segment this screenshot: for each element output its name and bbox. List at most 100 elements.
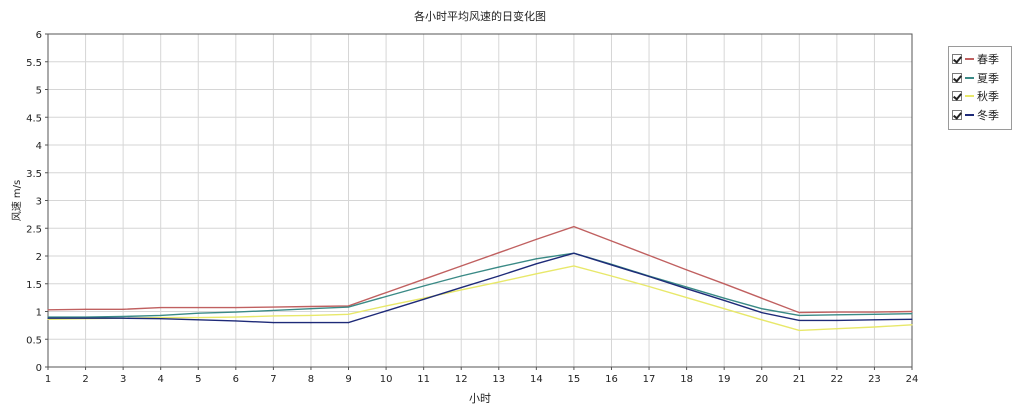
y-tick-label: 3.5 (26, 169, 42, 180)
data-point (761, 312, 763, 314)
x-tick-label: 2 (82, 374, 88, 385)
data-point (648, 275, 650, 278)
legend-color-swatch (965, 76, 974, 79)
x-tick-label: 8 (308, 374, 314, 385)
data-point (385, 310, 387, 312)
x-tick-label: 5 (195, 374, 201, 385)
data-point (385, 292, 387, 294)
data-point (160, 318, 162, 320)
data-point (498, 281, 500, 283)
x-tick-label: 20 (755, 374, 768, 385)
series-line-夏季 (48, 252, 913, 318)
y-tick-label: 4.5 (26, 113, 42, 124)
data-point (160, 307, 162, 309)
legend-checkbox[interactable] (952, 91, 962, 102)
data-point (160, 314, 162, 316)
x-tick-label: 3 (120, 374, 126, 385)
data-point (272, 322, 274, 324)
data-point (122, 308, 124, 310)
data-point (798, 329, 800, 331)
x-tick-label: 4 (158, 374, 164, 385)
data-point (84, 308, 87, 310)
data-point (761, 308, 763, 310)
data-point (310, 308, 312, 310)
data-point (385, 295, 387, 298)
data-point (47, 317, 49, 319)
data-point (310, 322, 312, 324)
data-point (761, 319, 763, 321)
data-point (610, 264, 613, 266)
data-point (498, 266, 500, 268)
data-point (84, 316, 87, 318)
x-tick-label: 12 (455, 374, 468, 385)
data-point (197, 312, 199, 314)
data-point (686, 286, 688, 288)
data-point (723, 299, 725, 301)
data-point (498, 252, 500, 254)
legend-item[interactable]: 夏季 (952, 69, 1008, 88)
data-point (535, 238, 537, 240)
legend-checkbox[interactable] (952, 109, 962, 120)
x-tick-label: 9 (345, 374, 351, 385)
legend-label: 春季 (977, 53, 999, 67)
legend-checkbox[interactable] (952, 72, 962, 83)
data-point (873, 319, 876, 321)
data-point (911, 324, 913, 326)
data-point (235, 307, 237, 309)
x-tick-label: 18 (680, 374, 693, 385)
data-point (423, 298, 425, 300)
data-point (798, 312, 800, 314)
data-point (423, 278, 425, 280)
x-tick-label: 17 (643, 374, 656, 385)
data-point (235, 311, 237, 313)
data-point (911, 318, 913, 320)
data-point (235, 320, 237, 322)
data-point (648, 285, 650, 288)
data-point (686, 269, 688, 271)
y-axis-label: 风速 m/s (11, 180, 23, 222)
data-point (47, 309, 49, 311)
legend-color-swatch (965, 58, 974, 61)
x-axis-label: 小时 (469, 392, 491, 405)
series-line-春季 (47, 225, 913, 314)
data-point (836, 319, 838, 321)
data-point (573, 252, 575, 254)
legend-checkbox[interactable] (952, 54, 962, 65)
data-point (610, 240, 613, 242)
x-tick-label: 16 (605, 374, 618, 385)
data-point (723, 297, 725, 299)
data-point (272, 315, 274, 317)
data-point (47, 316, 49, 318)
series-line-冬季 (48, 252, 913, 324)
legend-item[interactable]: 冬季 (952, 106, 1008, 125)
data-point (347, 322, 350, 324)
y-tick-label: 0.5 (26, 335, 42, 346)
legend-item[interactable]: 秋季 (952, 87, 1008, 106)
x-tick-label: 14 (530, 374, 543, 385)
data-point (122, 317, 124, 319)
data-point (47, 318, 49, 320)
legend-item[interactable]: 春季 (952, 50, 1008, 69)
data-point (347, 313, 350, 315)
chart-title: 各小时平均风速的日变化图 (414, 9, 546, 23)
legend-label: 冬季 (977, 108, 999, 122)
x-tick-label: 10 (380, 374, 393, 385)
data-point (535, 258, 537, 260)
x-tick-label: 21 (793, 374, 806, 385)
legend-label: 秋季 (977, 90, 999, 104)
data-point (873, 313, 876, 315)
data-point (798, 319, 800, 321)
data-point (460, 265, 462, 267)
data-point (573, 225, 575, 228)
y-tick-label: 5.5 (26, 58, 42, 69)
y-tick-label: 3 (36, 197, 42, 208)
x-tick-label: 24 (906, 374, 919, 385)
x-tick-label: 13 (492, 374, 505, 385)
x-tick-label: 6 (233, 374, 239, 385)
data-point (836, 311, 838, 313)
chart-legend: 春季夏季秋季冬季 (948, 46, 1012, 130)
data-point (160, 317, 162, 319)
data-point (911, 310, 913, 313)
x-tick-label: 1 (45, 374, 51, 385)
